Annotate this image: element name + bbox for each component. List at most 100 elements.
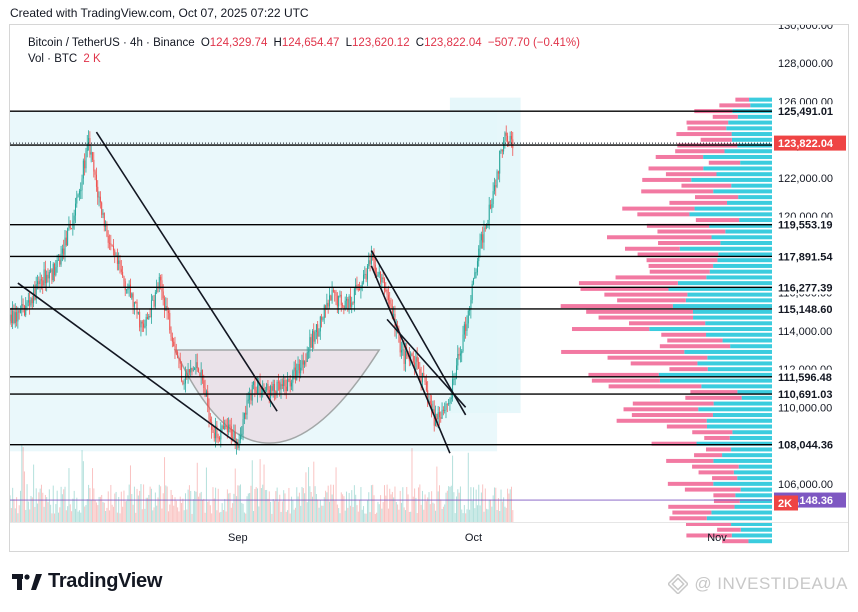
volume-bar xyxy=(54,513,56,522)
volume-bar xyxy=(17,513,19,522)
candle-body xyxy=(71,228,73,230)
candle-body xyxy=(432,409,434,411)
candle-body xyxy=(442,409,444,411)
volume-bar xyxy=(63,489,65,522)
chart-credit: Created with TradingView.com, Oct 07, 20… xyxy=(10,6,309,20)
candle-body xyxy=(418,361,420,369)
volume-profile-bar-up xyxy=(706,275,772,280)
candle-body xyxy=(78,190,80,195)
volume-bar xyxy=(298,492,300,522)
volume-profile-bar-up xyxy=(726,126,772,131)
volume-bar xyxy=(480,492,482,522)
volume-profile-bar-down xyxy=(661,332,707,337)
candle-body xyxy=(253,381,255,385)
volume-bar xyxy=(82,461,84,522)
tradingview-logo[interactable]: TradingView xyxy=(12,570,162,593)
symbol-label: Bitcoin / TetherUS · 4h · Binance xyxy=(28,37,195,49)
chart-frame[interactable]: 106,000.00108,000.00110,000.00112,000.00… xyxy=(9,24,849,552)
candle-body xyxy=(31,298,33,304)
volume-bar xyxy=(258,506,260,522)
volume-bar xyxy=(65,510,67,522)
volume-bar xyxy=(380,495,382,522)
candle-body xyxy=(233,431,235,440)
candle-body xyxy=(44,269,46,284)
price-axis-tick-label: 128,000.00 xyxy=(778,58,833,70)
volume-bar xyxy=(268,491,270,522)
candle-body xyxy=(264,390,266,392)
volume-bar xyxy=(92,468,94,522)
volume-bar xyxy=(501,501,503,522)
volume-profile-bar-up xyxy=(691,177,772,182)
volume-bar xyxy=(236,496,238,522)
candle-body xyxy=(23,305,25,316)
candle-body xyxy=(51,269,53,281)
volume-bar xyxy=(415,497,417,522)
candle-body xyxy=(293,367,295,372)
candle-body xyxy=(408,355,410,362)
candle-body xyxy=(255,390,257,394)
close-value: 123,822.04 xyxy=(424,37,482,49)
candle-body xyxy=(496,171,498,187)
volume-profile-bar-up xyxy=(703,166,772,171)
volume-bar xyxy=(76,497,78,522)
candle-body xyxy=(383,279,385,290)
volume-bar xyxy=(442,506,444,522)
volume-bar xyxy=(372,484,374,522)
volume-bar xyxy=(306,502,308,522)
level-price-label: 111,596.48 xyxy=(778,372,832,384)
candle-body xyxy=(75,203,77,216)
volume-bar xyxy=(85,505,87,522)
candle-body xyxy=(365,273,367,280)
volume-profile-bar-up xyxy=(689,212,772,217)
candle-body xyxy=(449,399,451,404)
volume-profile-bar-down xyxy=(637,252,719,257)
candle-body xyxy=(141,321,143,324)
volume-profile-bar-up xyxy=(684,349,772,354)
candle-body xyxy=(228,424,230,433)
candle-body xyxy=(510,135,512,140)
volume-profile-bar-up xyxy=(740,487,772,492)
volume-bar xyxy=(281,501,283,522)
close-label: C xyxy=(415,37,425,49)
volume-bar xyxy=(238,485,240,522)
volume-bar xyxy=(418,487,420,522)
candle-body xyxy=(221,425,223,429)
volume-bar xyxy=(301,486,303,522)
volume-bar xyxy=(355,494,357,522)
volume-bar xyxy=(61,494,63,522)
volume-bar xyxy=(296,487,298,522)
volume-bar xyxy=(395,501,397,522)
volume-bar xyxy=(124,501,126,522)
candle-body xyxy=(285,386,287,392)
volume-profile-bar-up xyxy=(732,430,772,435)
volume-profile-bar-down xyxy=(669,200,728,205)
candle-body xyxy=(131,293,133,298)
volume-bar xyxy=(366,500,368,522)
volume-bar xyxy=(315,494,317,522)
volume-profile-bar-up xyxy=(749,97,772,102)
volume-bar xyxy=(13,499,15,522)
candle-body xyxy=(77,194,79,197)
volume-profile-bar-down xyxy=(675,149,725,154)
volume-bar xyxy=(364,513,366,522)
volume-bar xyxy=(276,487,278,522)
volume-bar xyxy=(304,493,306,522)
volume-bar xyxy=(479,505,481,522)
volume-profile-bar-down xyxy=(604,292,688,297)
volume-profile-bar-up xyxy=(734,504,772,509)
volume-bar xyxy=(165,485,167,522)
candle-body xyxy=(64,237,66,255)
candle-body xyxy=(254,381,256,391)
volume-bar xyxy=(463,505,465,522)
volume-profile-bar-down xyxy=(666,458,714,463)
price-chart[interactable]: 106,000.00108,000.00110,000.00112,000.00… xyxy=(10,25,848,551)
candle-body xyxy=(84,160,86,169)
volume-bar xyxy=(414,488,416,522)
candle-body xyxy=(509,135,511,143)
volume-profile-bar-up xyxy=(731,183,772,188)
volume-bar xyxy=(370,485,372,522)
volume-bar xyxy=(432,502,434,522)
volume-bar xyxy=(330,484,332,522)
candle-body xyxy=(321,316,323,320)
volume-profile-bar-up xyxy=(707,367,772,372)
